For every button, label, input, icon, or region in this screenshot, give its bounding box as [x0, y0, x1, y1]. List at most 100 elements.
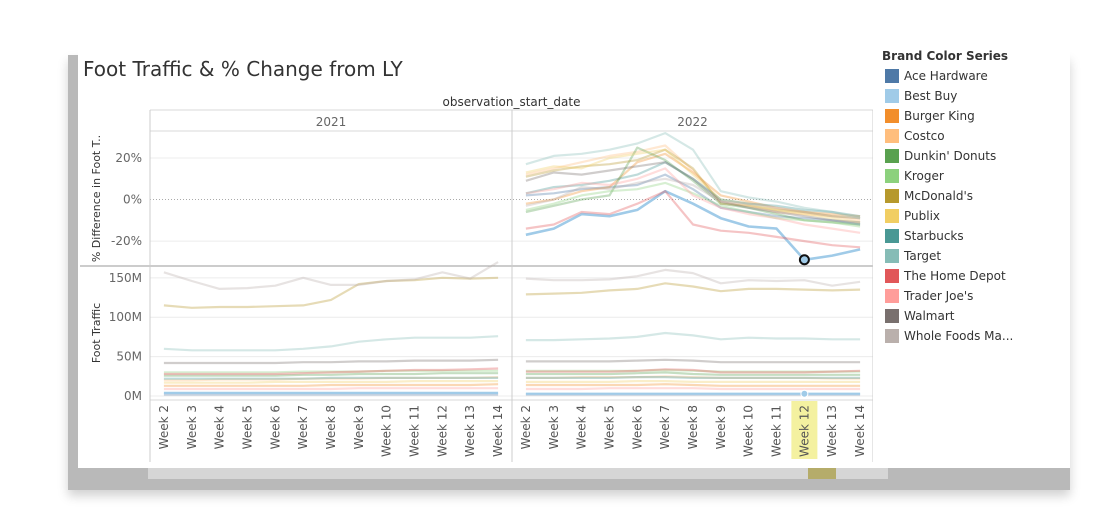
legend-swatch	[885, 189, 899, 203]
legend-swatch	[885, 309, 899, 323]
traffic-line-kroger-2022[interactable]	[525, 368, 861, 373]
pct-line-the-home-depot[interactable]	[525, 190, 861, 249]
traffic-line-costco-2022[interactable]	[525, 375, 861, 380]
week-tick-label: Week 7	[658, 405, 672, 449]
legend[interactable]: Brand Color Series Ace Hardware Best Buy B…	[873, 38, 1070, 468]
traffic-line-dunkin-donuts-2021[interactable]	[163, 372, 499, 377]
week-tick-label: Week 10	[742, 405, 756, 457]
pct-line-mcdonald-s[interactable]	[525, 148, 861, 220]
traffic-line-target-2021[interactable]	[163, 335, 499, 352]
legend-label: Whole Foods Ma...	[904, 329, 1014, 343]
traffic-line-whole-foods-ma--2022[interactable]	[525, 268, 861, 287]
traffic-line-trader-joe-s-2022[interactable]	[525, 387, 861, 391]
legend-swatch	[885, 229, 899, 243]
week-tick-label: Week 14	[491, 405, 505, 457]
traffic-tick-label: 50M	[116, 350, 142, 364]
pct-line-dunkin-donuts[interactable]	[525, 146, 861, 226]
traffic-line-whole-foods-ma--2021[interactable]	[163, 261, 499, 290]
legend-label: Dunkin' Donuts	[904, 149, 997, 163]
week-tick-label: Week 13	[825, 405, 839, 457]
chart-area: observation_start_date 2021 2022 -20% 0% 20% 0…	[80, 95, 874, 462]
legend-label: Walmart	[904, 309, 955, 323]
background-ghost-axis	[148, 465, 888, 479]
traffic-line-starbucks-2021[interactable]	[163, 376, 499, 380]
legend-swatch	[885, 209, 899, 223]
week-tick-label: Week 3	[185, 405, 199, 449]
traffic-line-mcdonald-s-2022[interactable]	[525, 282, 861, 296]
traffic-line-the-home-depot-2022[interactable]	[525, 368, 861, 374]
week-tick-label: Week 6	[630, 405, 644, 449]
week-tick-label: Week 13	[463, 405, 477, 457]
year-header-2021: 2021	[316, 115, 347, 129]
week-tick-label: Week 5	[240, 405, 254, 449]
week-tick-label: Week 9	[714, 405, 728, 449]
traffic-tick-label: 0M	[124, 389, 142, 403]
week-tick-label: Week 4	[575, 405, 589, 449]
pct-line-burger-king[interactable]	[525, 152, 861, 218]
week-tick-label: Week 8	[324, 405, 338, 449]
selected-pct-point[interactable]	[798, 254, 810, 266]
legend-swatch	[885, 169, 899, 183]
pct-axis-title: % Difference in Foot T..	[90, 135, 103, 262]
traffic-tick-label: 100M	[109, 310, 142, 324]
legend-label: Target	[904, 249, 942, 263]
pct-tick-label: -20%	[111, 234, 142, 248]
traffic-line-target-2022[interactable]	[525, 331, 861, 342]
traffic-line-dunkin-donuts-2022[interactable]	[525, 371, 861, 376]
pct-tick-label: 0%	[123, 193, 142, 207]
traffic-axis-title: Foot Traffic	[90, 303, 103, 363]
week-tick-label: Week 11	[408, 405, 422, 457]
week-tick-label: Week 9	[352, 405, 366, 449]
legend-swatch	[885, 149, 899, 163]
traffic-line-walmart-2021[interactable]	[163, 358, 499, 365]
pct-line-target[interactable]	[525, 132, 861, 220]
legend-swatch	[885, 329, 899, 343]
legend-title: Brand Color Series	[882, 49, 1009, 63]
week-tick-label: Week 12	[797, 405, 811, 457]
legend-swatch	[885, 89, 899, 103]
traffic-line-publix-2021[interactable]	[163, 380, 499, 384]
pct-line-starbucks[interactable]	[525, 161, 861, 218]
traffic-line-the-home-depot-2021[interactable]	[163, 367, 499, 376]
week-tick-label: Week 10	[380, 405, 394, 457]
week-tick-label: Week 14	[853, 405, 867, 457]
pct-line-trader-joe-s[interactable]	[525, 167, 861, 234]
traffic-line-costco-2021[interactable]	[163, 376, 499, 382]
legend-swatch	[885, 109, 899, 123]
traffic-line-burger-king-2021[interactable]	[163, 383, 499, 387]
pct-line-costco[interactable]	[525, 144, 861, 222]
week-tick-label: Week 4	[213, 405, 227, 449]
pct-line-whole-foods-ma-[interactable]	[525, 177, 861, 220]
legend-label: Burger King	[904, 109, 975, 123]
traffic-line-kroger-2021[interactable]	[163, 369, 499, 374]
traffic-line-starbucks-2022[interactable]	[525, 376, 861, 379]
legend-swatch	[885, 289, 899, 303]
traffic-line-walmart-2022[interactable]	[525, 358, 861, 364]
legend-swatch	[885, 269, 899, 283]
legend-label: McDonald's	[904, 189, 973, 203]
selected-traffic-point[interactable]	[800, 389, 809, 398]
week-tick-label: Week 11	[770, 405, 784, 457]
legend-label: Kroger	[904, 169, 944, 183]
legend-label: Starbucks	[904, 229, 964, 243]
pct-line-publix[interactable]	[525, 148, 861, 224]
pct-line-kroger[interactable]	[525, 181, 861, 228]
highlighted-week-band	[791, 401, 818, 459]
pct-tick-label: 20%	[115, 151, 142, 165]
traffic-line-mcdonald-s-2021[interactable]	[163, 276, 499, 309]
traffic-tick-label: 150M	[109, 271, 142, 285]
week-tick-label: Week 3	[547, 405, 561, 449]
chart-title: Foot Traffic & % Change from LY	[83, 57, 403, 81]
week-tick-label: Week 2	[157, 405, 171, 449]
traffic-line-burger-king-2022[interactable]	[525, 383, 861, 387]
legend-swatch	[885, 129, 899, 143]
legend-label: Publix	[904, 209, 941, 223]
pct-line-ace-hardware[interactable]	[525, 173, 861, 226]
legend-label: Trader Joe's	[904, 289, 974, 303]
traffic-line-publix-2022[interactable]	[525, 380, 861, 383]
week-tick-label: Week 12	[435, 405, 449, 457]
week-tick-label: Week 6	[268, 405, 282, 449]
legend-swatch	[885, 69, 899, 83]
traffic-line-trader-joe-s-2021[interactable]	[163, 387, 499, 391]
pct-line-walmart[interactable]	[525, 161, 861, 224]
